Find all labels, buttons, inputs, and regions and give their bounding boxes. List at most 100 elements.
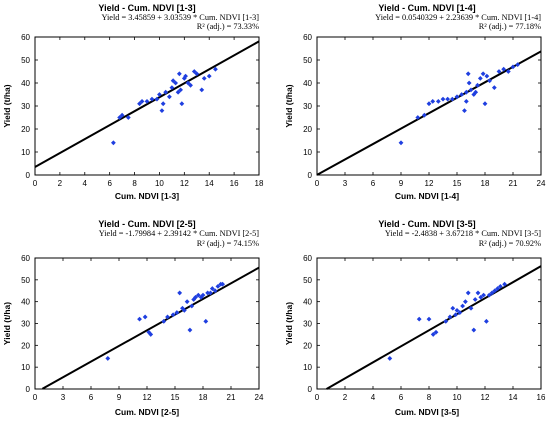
data-point [180,305,185,311]
data-point [163,89,169,95]
data-point [187,327,193,333]
data-point [200,292,206,298]
x-tick-label: 21 [227,393,236,402]
data-point [457,310,463,315]
data-point [472,297,478,302]
data-point [495,286,500,291]
data-point [159,108,165,113]
data-point [463,299,468,305]
x-tick-label: 6 [107,179,112,188]
data-point [157,92,162,97]
data-point [189,303,195,309]
data-point [498,283,503,289]
data-point [466,80,472,86]
data-point [154,96,160,102]
chart-title: Yield - Cum. NDVI [1-3] [98,3,195,13]
x-tick-label: 9 [117,393,122,402]
x-tick-label: 18 [255,179,264,188]
data-point [482,101,488,107]
data-point [161,318,167,324]
data-point [462,108,467,113]
x-tick-label: 24 [537,179,546,188]
chart-panel-4: Yield - Cum. NDVI [3-5]Yield = -2.4838 +… [284,219,546,417]
x-axis-label: Cum. NDVI [1-4] [395,191,459,201]
data-point [206,73,212,79]
r-squared-label: R² (adj.) = 77.18% [479,22,541,31]
x-tick-label: 2 [58,179,63,188]
data-point [459,92,465,97]
data-point [194,71,200,77]
y-tick-label: 20 [303,341,312,350]
r-squared-label: R² (adj.) = 73.33% [197,22,259,31]
data-point [492,288,498,294]
x-tick-label: 12 [425,179,434,188]
x-tick-label: 18 [199,393,208,402]
y-tick-label: 20 [21,125,30,134]
data-point [450,305,456,311]
data-point [111,140,116,146]
data-point [435,99,441,104]
data-point [440,96,446,102]
data-point [447,314,453,320]
data-point [119,112,125,118]
data-point [484,318,489,324]
data-point [454,308,460,313]
y-tick-label: 30 [21,102,30,111]
data-point [209,286,215,291]
x-tick-label: 8 [427,393,432,402]
x-tick-label: 0 [33,393,38,402]
data-point [510,64,516,70]
data-point [430,99,436,104]
x-tick-label: 9 [399,179,404,188]
data-point [489,290,495,296]
y-tick-label: 30 [303,102,312,111]
data-point [213,66,218,72]
x-tick-label: 16 [537,393,546,402]
data-point [170,78,176,84]
data-point [468,87,474,93]
x-tick-label: 16 [230,179,239,188]
regression-equation: Yield = 3.45859 + 3.03539 * Cum. NDVI [1… [101,13,259,22]
data-point [193,294,198,300]
y-tick-label: 30 [21,320,30,329]
data-point [445,96,451,102]
y-tick-label: 50 [303,56,312,65]
x-tick-label: 10 [453,393,462,402]
regression-equation: Yield = -1.79984 + 2.39142 * Cum. NDVI [… [99,229,260,238]
y-tick-label: 50 [21,56,30,65]
data-point [170,312,176,318]
x-tick-label: 6 [399,393,404,402]
plot-frame [34,257,260,390]
plot-frame [316,257,542,390]
data-point [148,332,154,337]
data-point [473,89,479,95]
x-tick-label: 14 [205,179,214,188]
y-tick-label: 50 [303,276,312,285]
data-point [146,329,152,335]
y-tick-label: 40 [21,79,30,88]
x-tick-label: 4 [83,179,88,188]
x-tick-label: 14 [509,393,518,402]
x-axis-label: Cum. NDVI [3-5] [395,407,459,417]
data-point [181,76,187,81]
data-point [215,283,221,289]
x-tick-label: 15 [171,393,180,402]
data-point [433,329,439,335]
data-point [220,281,225,287]
data-point [484,73,490,79]
data-point [478,294,484,300]
x-axis-label: Cum. NDVI [1-3] [115,191,179,201]
data-point [465,290,471,296]
data-point [199,87,205,93]
data-point [137,316,142,322]
chart-panel-3: Yield - Cum. NDVI [2-5]Yield = -1.79984 … [2,219,264,417]
data-point [430,332,436,337]
data-point [515,62,521,67]
y-tick-label: 30 [303,320,312,329]
data-point [486,292,492,298]
x-tick-label: 4 [371,393,376,402]
chart-panel-1: Yield - Cum. NDVI [1-3]Yield = 3.45859 +… [2,3,264,201]
y-tick-label: 60 [21,254,30,263]
x-tick-label: 6 [371,179,376,188]
x-tick-label: 21 [509,179,518,188]
